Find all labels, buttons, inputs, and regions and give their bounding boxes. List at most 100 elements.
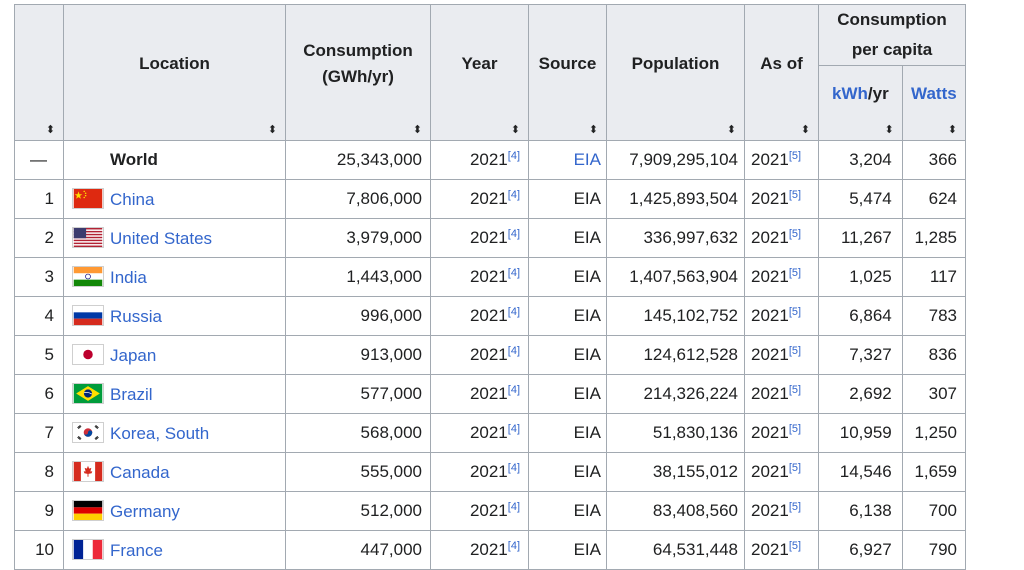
watts-cell: 366: [901, 140, 967, 180]
year-cell: 2021[4]: [430, 218, 529, 258]
watts-cell: 117: [901, 257, 967, 297]
source-cell: EIA: [528, 491, 607, 531]
population-cell: 214,326,224: [606, 374, 745, 414]
country-link[interactable]: Canada: [110, 463, 170, 482]
sort-icon[interactable]: ⬍: [510, 124, 520, 136]
country-link[interactable]: Japan: [110, 346, 157, 365]
location-cell: World: [63, 140, 286, 180]
as-of-cell: 2021[5]: [744, 374, 819, 414]
header-source[interactable]: Source ⬍: [528, 4, 607, 141]
sort-icon[interactable]: ⬍: [884, 124, 894, 136]
watts-cell: 790: [901, 530, 967, 570]
country-link[interactable]: Brazil: [110, 385, 153, 404]
reference-link[interactable]: [5]: [788, 462, 802, 474]
consumption-cell: 447,000: [285, 530, 431, 570]
country-link[interactable]: Germany: [110, 502, 180, 521]
kwh-cell: 1,025: [818, 257, 903, 297]
reference-link[interactable]: [5]: [788, 384, 802, 396]
reference-link[interactable]: [5]: [788, 501, 802, 513]
france-flag-icon[interactable]: [72, 539, 104, 560]
sort-icon[interactable]: ⬍: [726, 124, 736, 136]
reference-link[interactable]: [4]: [507, 423, 520, 435]
china-flag-icon[interactable]: [72, 188, 104, 209]
country-link[interactable]: France: [110, 541, 163, 560]
sort-icon[interactable]: ⬍: [267, 124, 277, 136]
reference-link[interactable]: [4]: [507, 228, 520, 240]
consumption-cell: 7,806,000: [285, 179, 431, 219]
reference-link[interactable]: [5]: [788, 189, 802, 201]
reference-link[interactable]: [4]: [507, 540, 520, 552]
as-of-cell: 2021[5]: [744, 218, 819, 258]
country-link[interactable]: Korea, South: [110, 424, 210, 443]
rank-cell: 3: [14, 257, 64, 297]
sort-icon[interactable]: ⬍: [45, 124, 55, 136]
consumption-cell: 555,000: [285, 452, 431, 492]
year-cell: 2021[4]: [430, 296, 529, 336]
reference-link[interactable]: [5]: [788, 267, 802, 279]
header-population[interactable]: Population ⬍: [606, 4, 745, 141]
header-rank[interactable]: ⬍: [14, 4, 64, 141]
russia-flag-icon[interactable]: [72, 305, 104, 326]
sort-icon[interactable]: ⬍: [800, 124, 810, 136]
as-of-cell: 2021[5]: [744, 530, 819, 570]
kwh-link[interactable]: kWh: [832, 84, 868, 103]
location-cell: France: [63, 530, 286, 570]
header-consumption[interactable]: Consumption (GWh/yr) ⬍: [285, 4, 431, 141]
header-per-capita: Consumption per capita: [818, 4, 966, 66]
reference-link[interactable]: [4]: [507, 150, 520, 162]
sort-icon[interactable]: ⬍: [947, 124, 957, 136]
reference-link[interactable]: [5]: [788, 228, 802, 240]
reference-link[interactable]: [5]: [788, 345, 802, 357]
as-of-cell: 2021[5]: [744, 452, 819, 492]
consumption-cell: 568,000: [285, 413, 431, 453]
reference-link[interactable]: [4]: [507, 384, 520, 396]
country-link[interactable]: United States: [110, 229, 213, 248]
header-watts[interactable]: Watts ⬍: [901, 65, 967, 141]
reference-link[interactable]: [4]: [507, 501, 520, 513]
rank-cell: 5: [14, 335, 64, 375]
consumption-cell: 577,000: [285, 374, 431, 414]
rank-cell: 4: [14, 296, 64, 336]
year-cell: 2021[4]: [430, 413, 529, 453]
consumption-cell: 913,000: [285, 335, 431, 375]
country-link[interactable]: Russia: [110, 307, 162, 326]
sort-icon[interactable]: ⬍: [412, 124, 422, 136]
table-row: 8 Canada 555,000 2021[4] EIA 38,155,012 2021[5…: [14, 452, 967, 492]
source-link[interactable]: EIA: [573, 150, 601, 169]
rank-cell: —: [14, 140, 64, 180]
reference-link[interactable]: [5]: [788, 306, 802, 318]
header-kwh[interactable]: kWh/yr ⬍: [818, 65, 903, 141]
header-year[interactable]: Year ⬍: [430, 4, 529, 141]
india-flag-icon[interactable]: [72, 266, 104, 287]
kwh-cell: 11,267: [818, 218, 903, 258]
header-as-of[interactable]: As of ⬍: [744, 4, 819, 141]
kwh-cell: 5,474: [818, 179, 903, 219]
source-cell: EIA: [528, 296, 607, 336]
watts-link[interactable]: Watts: [911, 84, 957, 103]
country-link[interactable]: China: [110, 190, 155, 209]
reference-link[interactable]: [5]: [788, 423, 802, 435]
brazil-flag-icon[interactable]: [72, 383, 104, 404]
location-cell: United States: [63, 218, 286, 258]
germany-flag-icon[interactable]: [72, 500, 104, 521]
reference-link[interactable]: [4]: [507, 267, 520, 279]
population-cell: 1,425,893,504: [606, 179, 745, 219]
watts-cell: 624: [901, 179, 967, 219]
reference-link[interactable]: [4]: [507, 345, 520, 357]
canada-flag-icon[interactable]: [72, 461, 104, 482]
as-of-cell: 2021[5]: [744, 257, 819, 297]
sort-icon[interactable]: ⬍: [588, 124, 598, 136]
header-location[interactable]: Location ⬍: [63, 4, 286, 141]
population-cell: 336,997,632: [606, 218, 745, 258]
location-cell: Brazil: [63, 374, 286, 414]
reference-link[interactable]: [4]: [507, 189, 520, 201]
reference-link[interactable]: [4]: [507, 306, 520, 318]
reference-link[interactable]: [5]: [788, 540, 802, 552]
consumption-cell: 996,000: [285, 296, 431, 336]
south-korea-flag-icon[interactable]: [72, 422, 104, 443]
reference-link[interactable]: [4]: [507, 462, 520, 474]
us-flag-icon[interactable]: [72, 227, 104, 248]
country-link[interactable]: India: [110, 268, 147, 287]
reference-link[interactable]: [5]: [788, 150, 802, 162]
japan-flag-icon[interactable]: [72, 344, 104, 365]
